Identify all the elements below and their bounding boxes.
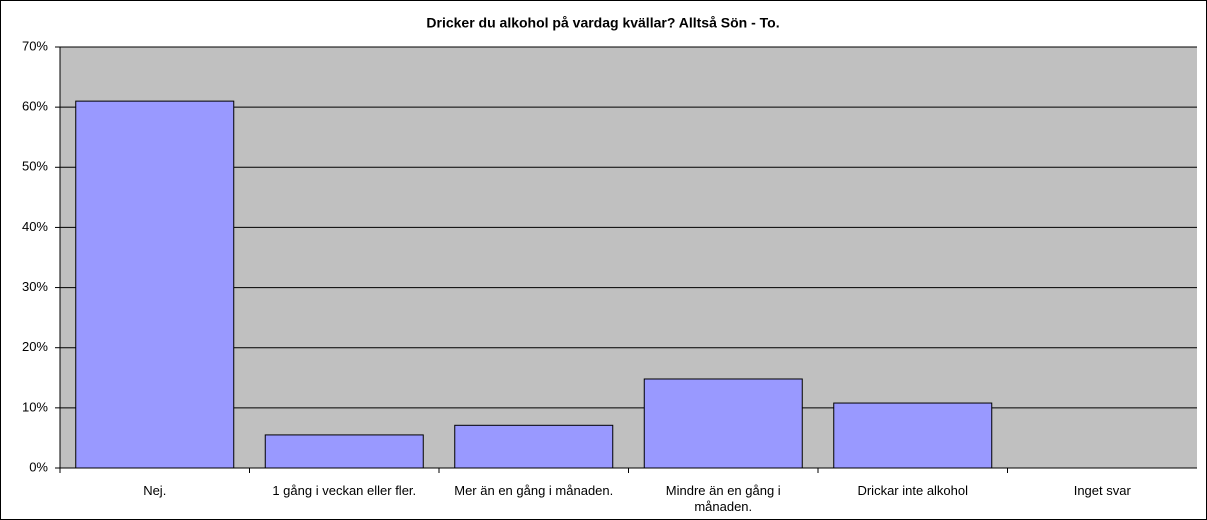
y-tick-label: 40% <box>22 219 48 234</box>
y-tick-label: 0% <box>29 459 48 474</box>
y-tick-label: 70% <box>22 38 48 53</box>
y-tick-label: 60% <box>22 99 48 114</box>
x-tick-label: Mindre än en gång i månaden. <box>665 483 781 514</box>
y-tick-label: 50% <box>22 159 48 174</box>
y-tick-label: 20% <box>22 339 48 354</box>
x-tick-label: 1 gång i veckan eller fler. <box>272 483 417 498</box>
bar <box>833 402 993 469</box>
x-tick-label: Drickar inte alkohol <box>857 483 969 498</box>
y-tick-label: 30% <box>22 279 48 294</box>
bar <box>75 100 235 469</box>
bar <box>643 378 803 469</box>
chart-title: Dricker du alkohol på vardag kvällar? Al… <box>426 15 779 31</box>
y-tick-label: 10% <box>22 399 48 414</box>
bar <box>454 424 614 469</box>
x-tick-label: Mer än en gång i månaden. <box>454 483 614 498</box>
plot-area <box>60 47 1197 468</box>
bar <box>264 434 424 469</box>
x-tick-label: Nej. <box>143 483 167 498</box>
x-tick-label: Inget svar <box>1073 483 1131 498</box>
